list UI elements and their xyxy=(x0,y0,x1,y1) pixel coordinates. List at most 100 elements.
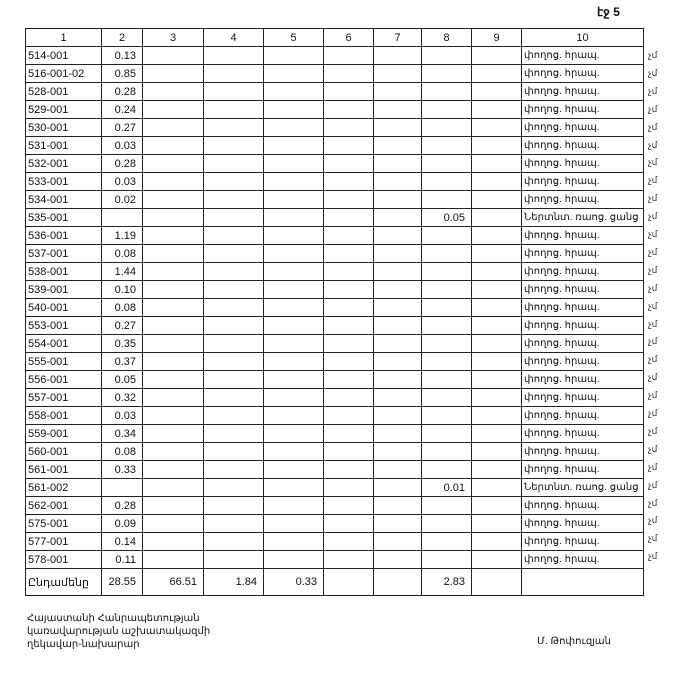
empty-cell xyxy=(471,262,522,281)
parcel-code-cell: 537-001 xyxy=(25,244,102,263)
table-row: 558-001 0.03 փողոց. հրապ. xyxy=(25,406,644,425)
total-column-8: 2.83 xyxy=(421,568,472,596)
margin-mark: չմ xyxy=(648,229,658,239)
column-8-cell xyxy=(421,172,472,191)
page-number: էջ 5 xyxy=(597,5,620,19)
empty-cell xyxy=(373,208,422,227)
empty-cell xyxy=(263,424,324,443)
table-row: 560-001 0.08 փողոց. հրապ. xyxy=(25,442,644,461)
column-8-cell xyxy=(421,154,472,173)
empty-cell xyxy=(323,496,374,515)
area-cell: 0.03 xyxy=(101,406,143,425)
empty-cell xyxy=(323,154,374,173)
empty-cell xyxy=(471,100,522,119)
empty-cell xyxy=(142,190,204,209)
empty-cell xyxy=(142,550,204,569)
empty-cell xyxy=(263,280,324,299)
column-header: 2 xyxy=(101,28,143,47)
empty-cell xyxy=(323,532,374,551)
empty-cell xyxy=(203,424,264,443)
empty-cell xyxy=(373,316,422,335)
empty-cell xyxy=(263,244,324,263)
empty-cell xyxy=(142,388,204,407)
table-row: 516-001-02 0.85 փողոց. հրապ. xyxy=(25,64,644,83)
land-table: 1 2 3 4 5 6 7 8 9 10 514-001 0.13 փողոց. հրապ. 516-0… xyxy=(25,28,644,596)
empty-cell xyxy=(373,334,422,353)
empty-cell xyxy=(263,442,324,461)
margin-mark: չմ xyxy=(648,246,658,257)
purpose-cell: փողոց. հրապ. xyxy=(521,172,644,191)
table-row: 578-001 0.11 փողոց. հրապ. xyxy=(25,550,644,569)
empty-cell xyxy=(203,352,264,371)
empty-cell xyxy=(203,370,264,389)
empty-cell xyxy=(323,568,374,596)
margin-mark: չմ xyxy=(648,372,658,383)
empty-cell xyxy=(203,298,264,317)
empty-cell xyxy=(203,550,264,569)
empty-cell xyxy=(323,442,374,461)
empty-cell xyxy=(323,370,374,389)
purpose-cell: Ներտնտ. ռաոց. ցանց xyxy=(521,208,644,227)
empty-cell xyxy=(203,82,264,101)
parcel-code-cell: 553-001 xyxy=(25,316,102,335)
parcel-code-cell: 557-001 xyxy=(25,388,102,407)
table-row: 557-001 0.32 փողոց. հրապ. xyxy=(25,388,644,407)
margin-mark: չմ xyxy=(648,479,658,490)
area-cell: 0.28 xyxy=(101,496,143,515)
empty-cell xyxy=(263,352,324,371)
empty-cell xyxy=(471,172,522,191)
empty-cell xyxy=(323,352,374,371)
title-line: Հայաստանի Հանրապետության xyxy=(27,613,200,624)
parcel-code-cell: 533-001 xyxy=(25,172,102,191)
empty-cell xyxy=(373,514,422,533)
empty-cell xyxy=(263,100,324,119)
empty-cell xyxy=(323,172,374,191)
area-cell: 0.14 xyxy=(101,532,143,551)
margin-mark: չմ xyxy=(648,336,658,347)
parcel-code-cell: 561-002 xyxy=(25,478,102,497)
empty-cell xyxy=(373,244,422,263)
column-8-cell xyxy=(421,442,472,461)
empty-cell xyxy=(203,496,264,515)
margin-mark: չմ xyxy=(648,497,658,508)
empty-cell xyxy=(373,298,422,317)
purpose-cell: փողոց. հրապ. xyxy=(521,280,644,299)
area-cell: 0.85 xyxy=(101,64,143,83)
column-8-cell xyxy=(421,514,472,533)
empty-cell xyxy=(373,460,422,479)
empty-cell xyxy=(323,316,374,335)
empty-cell xyxy=(323,298,374,317)
column-8-cell xyxy=(421,190,472,209)
parcel-code-cell: 529-001 xyxy=(25,100,102,119)
empty-cell xyxy=(263,118,324,137)
empty-cell xyxy=(471,370,522,389)
table-row: 561-001 0.33 փողոց. հրապ. xyxy=(25,460,644,479)
parcel-code-cell: 560-001 xyxy=(25,442,102,461)
table-row: 553-001 0.27 փողոց. հրապ. xyxy=(25,316,644,335)
empty-cell xyxy=(471,550,522,569)
empty-cell xyxy=(203,136,264,155)
table-row: 575-001 0.09 փողոց. հրապ. xyxy=(25,514,644,533)
area-cell: 0.33 xyxy=(101,460,143,479)
table-row: 538-001 1.44 փողոց. հրապ. xyxy=(25,262,644,281)
purpose-cell: փողոց. հրապ. xyxy=(521,424,644,443)
area-cell: 0.10 xyxy=(101,280,143,299)
column-8-cell xyxy=(421,118,472,137)
empty-cell xyxy=(471,424,522,443)
empty-cell xyxy=(263,298,324,317)
title-line: կառավարության աշխատակազմի xyxy=(27,626,211,637)
column-8-cell xyxy=(421,226,472,245)
empty-cell xyxy=(142,460,204,479)
empty-cell xyxy=(142,208,204,227)
empty-cell xyxy=(263,334,324,353)
empty-cell xyxy=(263,406,324,425)
column-8-cell xyxy=(421,334,472,353)
area-cell: 0.32 xyxy=(101,388,143,407)
empty-cell xyxy=(263,262,324,281)
margin-mark: չմ xyxy=(648,515,658,526)
empty-cell xyxy=(323,136,374,155)
empty-cell xyxy=(263,172,324,191)
area-cell: 0.13 xyxy=(101,46,143,65)
total-label: Ընդամենը xyxy=(25,568,102,596)
empty-cell xyxy=(203,190,264,209)
